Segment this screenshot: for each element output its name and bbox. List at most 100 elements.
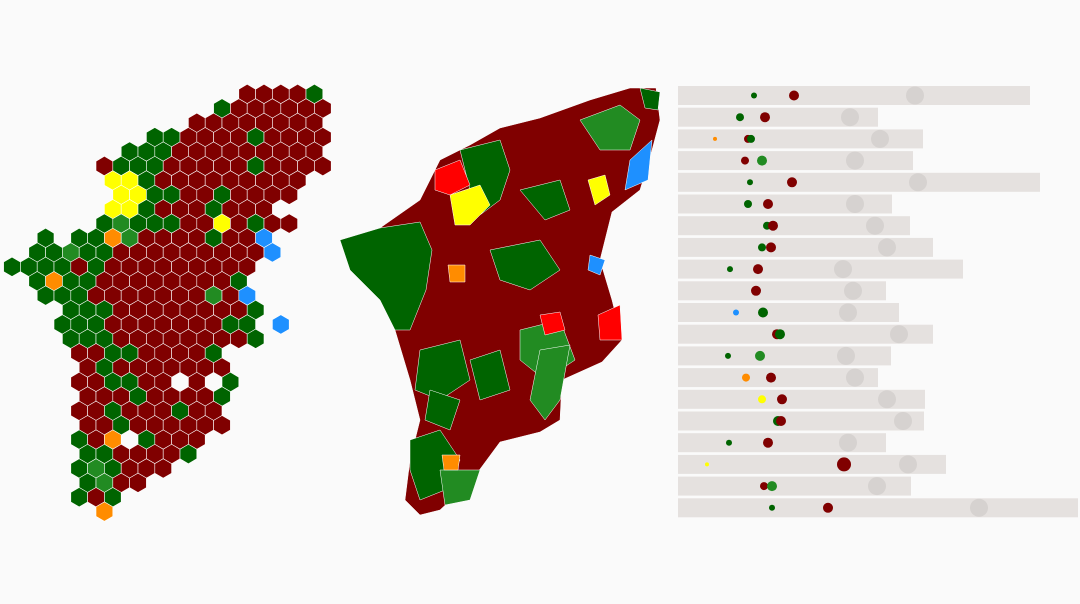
row-ghost-dot [839, 303, 857, 322]
hex-cell [280, 184, 298, 205]
row-bar [678, 194, 892, 214]
row-bar [678, 389, 925, 409]
row-dot [757, 155, 767, 166]
row-ghost-dot [871, 129, 889, 148]
row-dot [753, 264, 763, 275]
row-ghost-dot [868, 477, 886, 496]
district-group [587, 174, 611, 206]
hex-cell [95, 501, 114, 522]
row-dot [787, 177, 797, 188]
row-bar [678, 281, 886, 301]
row-dot [763, 199, 773, 209]
row-ghost-dot [837, 346, 855, 365]
row-dot [769, 504, 775, 511]
row-dot [742, 373, 750, 382]
row-ghost-dot [909, 173, 927, 192]
hex-cell [213, 415, 231, 436]
district-group [434, 159, 471, 196]
row-ghost-dot [894, 412, 912, 430]
row-dot [760, 112, 770, 123]
row-bar [678, 172, 1040, 192]
row-ghost-dot [878, 390, 896, 409]
row-bar [678, 107, 878, 127]
row-bar [678, 476, 911, 496]
bar-rows [678, 86, 1078, 518]
row-dot [744, 200, 752, 208]
row-dot [736, 113, 744, 122]
row-ghost-dot [890, 325, 908, 344]
row-bar [678, 411, 924, 431]
row-dot [758, 395, 766, 404]
district-group [597, 304, 623, 341]
row-bar [678, 368, 878, 388]
row-dot [726, 439, 732, 446]
row-dot [751, 92, 757, 99]
district-group [447, 264, 466, 283]
hex-cell [314, 155, 332, 177]
row-dot [713, 136, 717, 141]
row-dot [777, 394, 787, 405]
row-bar [678, 129, 923, 149]
hex-cell [179, 443, 198, 465]
district-map [339, 87, 661, 516]
row-ghost-dot [846, 368, 864, 387]
row-dot [767, 481, 777, 492]
row-dot [747, 179, 753, 186]
row-dot [768, 220, 778, 231]
row-dot [727, 266, 733, 273]
row-dot [776, 416, 786, 426]
row-dot [705, 462, 709, 467]
row-dot [747, 134, 755, 143]
row-ghost-dot [970, 498, 988, 517]
district-group [624, 139, 653, 191]
hex-cell [246, 328, 265, 349]
hex-cell [263, 242, 282, 263]
row-ghost-dot [878, 238, 896, 257]
row-dot [837, 457, 851, 472]
row-dot [733, 309, 739, 316]
district-group [424, 389, 461, 431]
row-dot [766, 242, 776, 253]
district-group [529, 344, 571, 421]
district-group [489, 239, 561, 291]
row-dot [823, 502, 833, 513]
row-dot [760, 482, 768, 491]
row-dot [763, 437, 773, 448]
row-bar [678, 324, 933, 344]
hex-cell [272, 314, 290, 335]
hex-cell [3, 256, 21, 277]
district-group [579, 104, 641, 151]
row-bar [678, 216, 910, 236]
row-dot [789, 90, 799, 101]
row-ghost-dot [844, 281, 862, 300]
row-ghost-dot [846, 195, 864, 213]
row-dot [775, 329, 785, 340]
row-bar [678, 454, 946, 474]
row-bar [678, 151, 913, 171]
row-dot [725, 352, 731, 359]
row-ghost-dot [906, 86, 924, 105]
row-bar [678, 498, 1078, 518]
hex-cell [280, 213, 298, 234]
row-dot [751, 285, 761, 296]
hex-cell [154, 458, 172, 479]
district-group [587, 254, 606, 276]
row-ghost-dot [866, 216, 884, 235]
row-ghost-dot [846, 151, 864, 170]
hex-cell [129, 472, 147, 493]
row-dot [758, 243, 766, 252]
district-group [539, 311, 566, 336]
district-group [469, 349, 511, 401]
row-bar [678, 259, 963, 279]
row-dot [766, 372, 776, 383]
district-group [339, 221, 433, 331]
row-ghost-dot [839, 433, 857, 452]
row-ghost-dot [834, 260, 852, 279]
hex-map [3, 83, 332, 522]
row-ghost-dot [841, 108, 859, 127]
district-group [439, 469, 481, 506]
row-dot [741, 156, 749, 165]
row-dot [755, 350, 765, 361]
